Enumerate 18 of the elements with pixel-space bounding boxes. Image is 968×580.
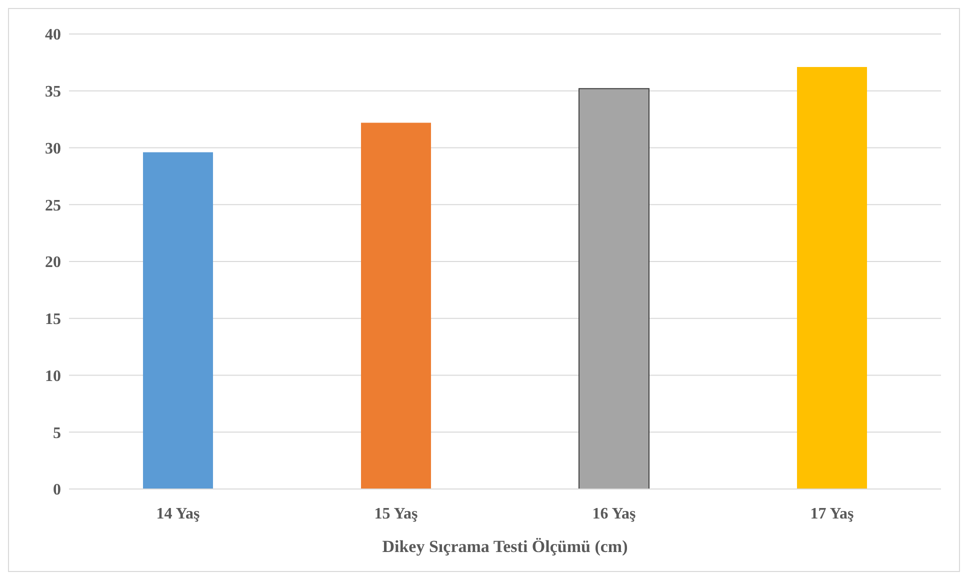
x-tick-label: 15 Yaş bbox=[374, 505, 418, 522]
bar bbox=[143, 152, 213, 489]
y-tick-label: 35 bbox=[45, 84, 61, 101]
y-tick-label: 40 bbox=[45, 26, 61, 44]
y-tick-label: 5 bbox=[53, 424, 61, 442]
x-tick-label: 16 Yaş bbox=[592, 505, 636, 522]
y-tick-label: 25 bbox=[45, 197, 61, 214]
bar bbox=[361, 122, 431, 489]
y-tick-label: 30 bbox=[45, 140, 61, 158]
y-tick-label: 0 bbox=[53, 482, 61, 499]
y-tick-label: 20 bbox=[45, 254, 61, 272]
x-tick-label: 14 Yaş bbox=[156, 505, 200, 522]
x-axis-title: Dikey Sıçrama Testi Ölçümü (cm) bbox=[381, 537, 629, 557]
y-tick-label: 10 bbox=[45, 368, 61, 385]
x-tick-label: 17 Yaş bbox=[810, 505, 854, 522]
bar bbox=[578, 88, 650, 489]
bar bbox=[797, 66, 867, 489]
y-tick-label: 15 bbox=[45, 311, 61, 328]
